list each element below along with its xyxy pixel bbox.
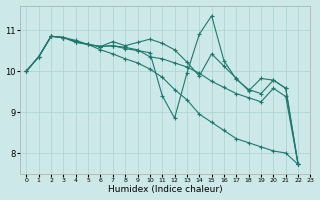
X-axis label: Humidex (Indice chaleur): Humidex (Indice chaleur) — [108, 185, 223, 194]
